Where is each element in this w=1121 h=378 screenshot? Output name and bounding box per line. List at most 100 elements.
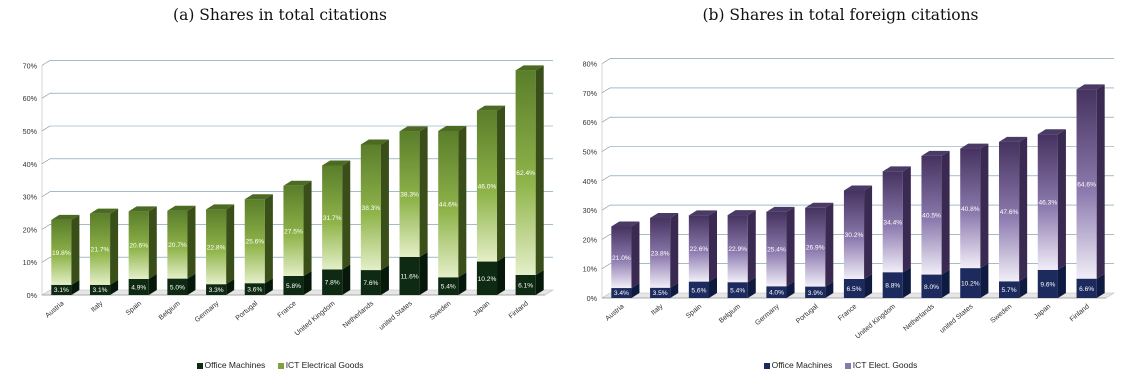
bar-office-machines — [515, 274, 536, 295]
bar-ict-goods — [283, 185, 304, 276]
bar-office-machines — [51, 284, 72, 295]
bar-office-machines — [322, 269, 343, 295]
bar-ict-goods — [89, 213, 111, 285]
data-label-ict-goods: 30.2% — [845, 232, 864, 239]
bar-top-ict-goods — [843, 185, 873, 191]
data-label-office-machines: 7.6% — [363, 280, 378, 287]
bar-ict-goods — [766, 211, 787, 287]
bar-office-machines — [1037, 269, 1058, 298]
bar-side-ict-goods — [786, 206, 795, 287]
bar-side-ict-goods — [110, 208, 119, 285]
y-tick-label: 20% — [583, 235, 598, 244]
chart-svg-a: 0% 10% 20% 30% 40% 50% 60% 70% 3.1% 19.8% Austria 3… — [23, 60, 555, 338]
bar-side-office-machines — [786, 281, 795, 298]
bar-top-ict-goods — [611, 221, 640, 227]
bar-top-ict-goods — [167, 205, 196, 211]
data-label-ict-goods: 46.0% — [478, 184, 497, 191]
bar-top-ict-goods — [360, 139, 389, 145]
bar-top-ict-goods — [766, 206, 795, 212]
bar-office-machines — [244, 283, 265, 295]
x-tick-label: Netherlands — [902, 303, 936, 333]
bar-side-office-machines — [941, 269, 950, 298]
x-tick-label: Spain — [125, 300, 143, 317]
bar-ict-goods — [805, 207, 826, 287]
bar-ict-goods — [960, 148, 981, 269]
bar-side-ict-goods — [264, 194, 273, 284]
gridline-diag — [601, 175, 611, 182]
bar-ict-goods — [882, 171, 903, 273]
data-label-office-machines: 3.1% — [93, 287, 108, 294]
bar-top-ict-goods — [399, 126, 428, 132]
data-label-ict-goods: 22.6% — [690, 246, 709, 253]
bar-office-machines — [843, 278, 865, 298]
data-label-office-machines: 7.8% — [325, 280, 340, 287]
bar-side-ict-goods — [941, 150, 950, 275]
data-label-office-machines: 9.6% — [1040, 281, 1055, 288]
y-tick-label: 70% — [23, 61, 38, 70]
data-label-ict-goods: 22.9% — [728, 246, 747, 253]
bar-side-ict-goods — [747, 210, 756, 283]
chart-svg-b: 0% 10% 20% 30% 40% 50% 60% 70% 80% 3.4% 21.0% Austr… — [583, 58, 1116, 341]
chart-title: (a) Shares in total citations — [173, 6, 387, 24]
bar-ict-goods — [727, 215, 748, 283]
bar-side-ict-goods — [71, 214, 80, 285]
x-tick-label: Japan — [1033, 303, 1052, 321]
bar-side-office-machines — [670, 282, 679, 298]
data-label-office-machines: 3.5% — [653, 290, 668, 297]
data-label-office-machines: 5.4% — [730, 288, 745, 295]
x-tick-label: Spain — [685, 303, 703, 320]
bar-top-ict-goods — [921, 150, 950, 156]
data-label-office-machines: 4.9% — [131, 284, 146, 291]
chart-title: (b) Shares in total foreign citations — [702, 6, 979, 24]
bar-side-office-machines — [980, 263, 989, 298]
bar-side-office-machines — [1096, 273, 1105, 298]
data-label-office-machines: 4.0% — [769, 290, 784, 297]
gridline-diag — [41, 92, 51, 99]
legend-item-office-machines: Office Machines — [196, 360, 265, 370]
bar-ict-goods — [688, 215, 710, 282]
bar-side-office-machines — [71, 279, 80, 295]
bar-ict-goods — [1037, 134, 1058, 270]
legend-label: ICT Electrical Goods — [285, 360, 364, 370]
x-tick-label: Netherlands — [342, 300, 376, 330]
bar-side-ict-goods — [458, 126, 467, 278]
data-label-office-machines: 3.4% — [614, 290, 629, 297]
x-tick-label: Austria — [44, 300, 65, 319]
legend-label: Office Machines — [771, 360, 833, 370]
legend-swatch — [196, 362, 203, 369]
y-tick-label: 10% — [583, 265, 598, 274]
data-label-ict-goods: 40.8% — [961, 206, 980, 213]
x-tick-label: Finland — [508, 300, 530, 320]
bar-top-ict-goods — [998, 136, 1028, 142]
gridline-diag — [41, 256, 51, 263]
data-label-office-machines: 6.5% — [846, 286, 861, 293]
chart-legend: Office Machines ICT Elect. Goods — [560, 360, 1121, 370]
bar-side-office-machines — [187, 273, 196, 295]
chart-panel-b: (b) Shares in total foreign citations 0%… — [560, 0, 1121, 378]
data-label-office-machines: 11.6% — [400, 273, 418, 280]
bar-side-ict-goods — [148, 206, 157, 279]
bar-office-machines — [921, 274, 942, 298]
bar-top-ict-goods — [128, 206, 157, 212]
data-label-ict-goods: 27.5% — [284, 228, 303, 235]
gridline-diag — [601, 87, 611, 94]
y-tick-label: 30% — [583, 206, 598, 215]
bar-side-office-machines — [902, 267, 911, 298]
bar-side-ict-goods — [226, 204, 235, 285]
legend-swatch — [763, 362, 770, 369]
bar-side-ict-goods — [419, 126, 428, 257]
y-tick-label: 70% — [583, 89, 598, 98]
bar-side-ict-goods — [535, 65, 544, 275]
bar-top-ict-goods — [1076, 84, 1105, 90]
data-label-office-machines: 8.8% — [885, 283, 900, 290]
chart-panel-a: (a) Shares in total citations 0% 10% 20% 30… — [0, 0, 560, 378]
bar-side-ict-goods — [380, 139, 389, 271]
gridline-diag — [601, 234, 611, 240]
x-tick-label: United Kingdom — [294, 300, 337, 337]
chart-legend: Office Machines ICT Electrical Goods — [0, 360, 560, 370]
legend-item-office-machines: Office Machines — [763, 360, 833, 370]
bar-ict-goods — [611, 226, 632, 289]
bar-ict-goods — [476, 110, 498, 262]
bar-ict-goods — [998, 141, 1020, 282]
bar-ict-goods — [128, 211, 149, 279]
